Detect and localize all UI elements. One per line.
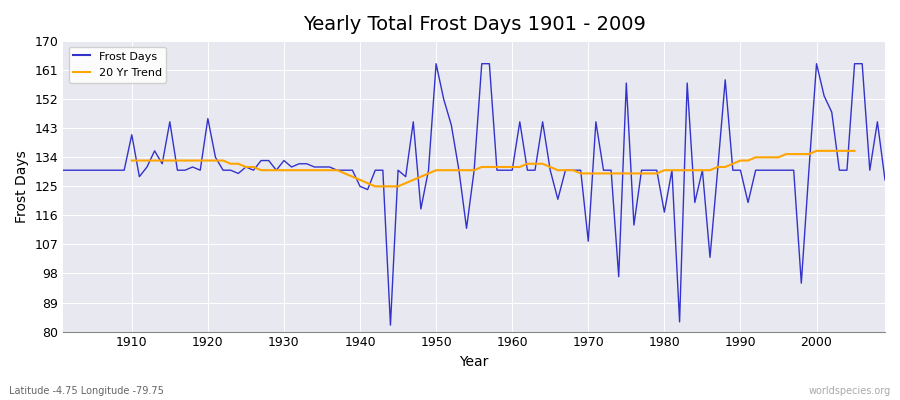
Title: Yearly Total Frost Days 1901 - 2009: Yearly Total Frost Days 1901 - 2009	[302, 15, 645, 34]
Text: Latitude -4.75 Longitude -79.75: Latitude -4.75 Longitude -79.75	[9, 386, 164, 396]
Y-axis label: Frost Days: Frost Days	[15, 150, 29, 223]
Text: worldspecies.org: worldspecies.org	[809, 386, 891, 396]
X-axis label: Year: Year	[460, 355, 489, 369]
Legend: Frost Days, 20 Yr Trend: Frost Days, 20 Yr Trend	[68, 47, 166, 83]
